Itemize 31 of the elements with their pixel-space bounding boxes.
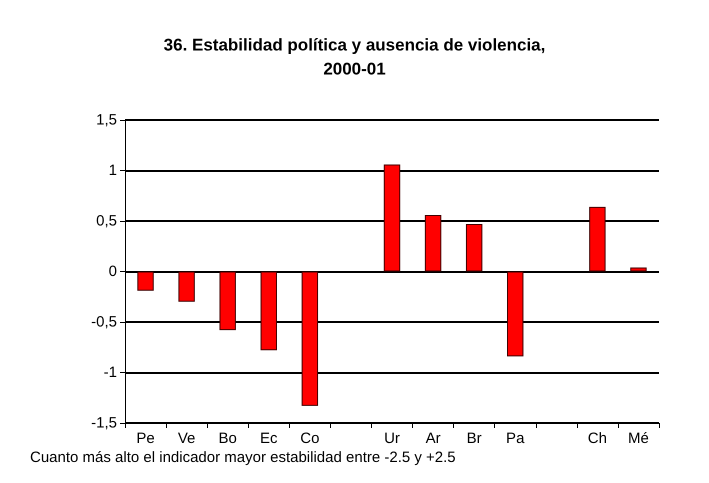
y-tick-label: -1,5 (91, 414, 117, 432)
x-tick-label: Mé (628, 430, 649, 447)
bar (219, 272, 236, 330)
x-tick-label: Pe (136, 430, 155, 447)
x-tick-label: Ur (384, 430, 400, 447)
bar (137, 272, 154, 291)
bar (384, 164, 400, 272)
y-tick-label: 0 (108, 263, 117, 280)
bar (466, 224, 482, 272)
y-tick-label: 1,5 (96, 112, 117, 128)
y-tick-label: -0,5 (91, 314, 117, 330)
x-tick-label: Br (466, 430, 482, 447)
bar (424, 214, 442, 272)
x-tick-label: Bo (218, 430, 237, 447)
x-tick-label: Ch (588, 430, 607, 447)
y-tick-label: 1 (108, 162, 117, 179)
bar (630, 267, 647, 272)
bar (260, 272, 277, 350)
bar (302, 272, 318, 406)
x-tick-label: Ve (178, 430, 196, 447)
bar (507, 272, 524, 356)
x-tick-label: Ar (426, 430, 441, 447)
y-tick-label: 0,5 (96, 212, 117, 230)
x-tick-label: Co (300, 430, 320, 447)
x-tick-label: Pa (506, 430, 526, 447)
x-tick-label: Ec (260, 430, 278, 447)
bar (589, 206, 606, 272)
y-tick-label: -1 (104, 364, 117, 381)
chart-title: 36. Estabilidad política y ausencia de violencia, 2000-01 (164, 36, 546, 78)
bar (178, 272, 195, 302)
text: Cuanto más alto el indicador mayor estabilidad entre -2.5 y +2.5 (30, 449, 456, 466)
